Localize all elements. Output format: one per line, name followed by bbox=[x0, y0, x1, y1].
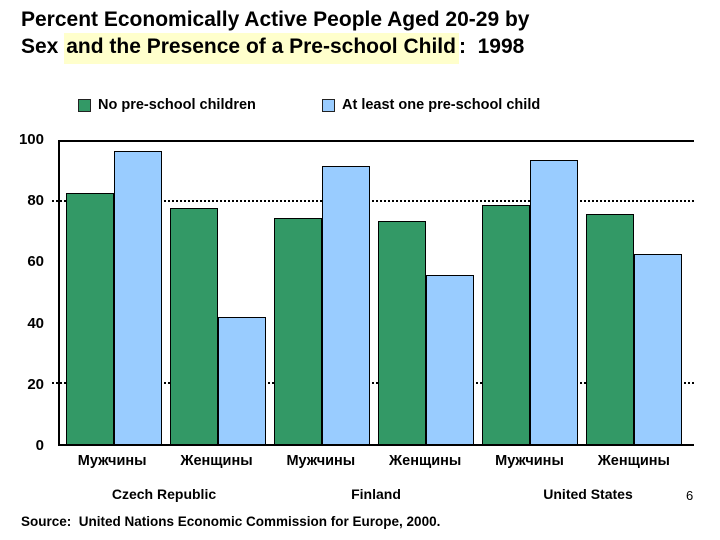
country-label-united-states: United States bbox=[543, 486, 633, 502]
title-line-1: Percent Economically Active People Aged … bbox=[21, 8, 530, 31]
plot-area bbox=[52, 140, 694, 446]
bar-no-pre-school-children-3 bbox=[378, 220, 426, 444]
country-label-finland: Finland bbox=[351, 486, 401, 502]
x-label-5: Женщины bbox=[597, 453, 670, 469]
bar-at-least-one-pre-school-child-3 bbox=[426, 274, 474, 444]
legend-swatch-blue-icon bbox=[322, 98, 335, 112]
bar-pair-3 bbox=[378, 142, 474, 444]
bar-at-least-one-pre-school-child-4 bbox=[530, 160, 578, 444]
title-line2-suffix: : 1998 bbox=[458, 35, 525, 58]
bar-at-least-one-pre-school-child-0 bbox=[114, 151, 162, 444]
legend-label-with-preschool: At least one pre-school child bbox=[342, 97, 541, 113]
y-tick-40: 40 bbox=[27, 314, 44, 332]
x-label-4: Мужчины bbox=[495, 453, 564, 469]
source-note: Source: United Nations Economic Commissi… bbox=[21, 514, 441, 529]
bars-container bbox=[60, 142, 694, 444]
bar-no-pre-school-children-4 bbox=[482, 205, 530, 444]
x-label-2: Мужчины bbox=[286, 453, 356, 469]
page-title: Percent Economically Active People Aged … bbox=[21, 6, 530, 64]
bar-pair-0 bbox=[66, 142, 162, 444]
country-labels: Czech Republic Finland United States bbox=[58, 486, 694, 502]
title-highlight: and the Presence of a Pre-school Child bbox=[64, 33, 459, 64]
legend-item-no-preschool: No pre-school children bbox=[78, 97, 256, 113]
country-label-czech-republic: Czech Republic bbox=[111, 486, 217, 502]
x-label-3: Женщины bbox=[389, 453, 462, 469]
title-line-2: Sex and the Presence of a Pre-school Chi… bbox=[21, 33, 529, 64]
y-tick-20: 20 bbox=[27, 375, 44, 393]
gridline-80 bbox=[52, 200, 694, 203]
title-line2-prefix: Sex bbox=[21, 35, 65, 58]
bar-at-least-one-pre-school-child-5 bbox=[634, 253, 682, 444]
y-tick-100: 100 bbox=[18, 131, 44, 148]
bar-at-least-one-pre-school-child-1 bbox=[218, 317, 266, 444]
gridline-20 bbox=[52, 381, 694, 384]
legend-item-with-preschool: At least one pre-school child bbox=[322, 97, 540, 113]
x-axis-labels: Мужчины Женщины Мужчины Женщины Мужчины Женщи… bbox=[58, 453, 694, 469]
legend-label-no-preschool: No pre-school children bbox=[98, 97, 256, 113]
bar-pair-2 bbox=[274, 142, 370, 444]
x-label-1: Женщины bbox=[180, 453, 253, 469]
legend-swatch-green-icon bbox=[78, 98, 91, 112]
page-number: 6 bbox=[686, 488, 694, 503]
bar-pair-5 bbox=[586, 142, 682, 444]
bar-at-least-one-pre-school-child-2 bbox=[322, 166, 370, 444]
bar-no-pre-school-children-1 bbox=[170, 208, 218, 444]
bar-pair-1 bbox=[170, 142, 266, 444]
bar-no-pre-school-children-5 bbox=[586, 214, 634, 444]
bar-no-pre-school-children-2 bbox=[274, 217, 322, 444]
x-label-0: Мужчины bbox=[77, 453, 147, 469]
y-tick-80: 80 bbox=[27, 192, 44, 210]
y-tick-0: 0 bbox=[35, 437, 44, 454]
bar-pair-4 bbox=[482, 142, 578, 444]
bar-no-pre-school-children-0 bbox=[66, 193, 114, 444]
y-axis-labels: 0 20 40 60 80 100 bbox=[0, 131, 50, 454]
y-tick-60: 60 bbox=[27, 253, 44, 271]
